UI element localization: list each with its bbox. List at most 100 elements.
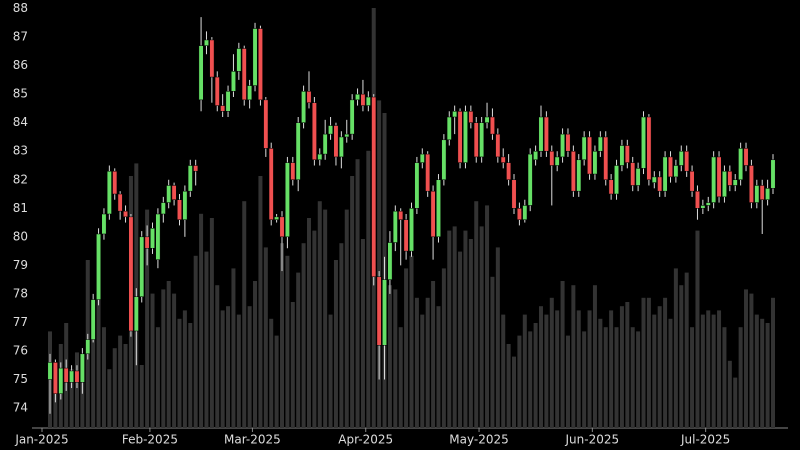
candle-body: [522, 205, 528, 220]
candle-body: [500, 156, 506, 163]
volume-bar: [123, 344, 128, 428]
volume-bar: [118, 335, 123, 428]
candle-body: [457, 111, 463, 163]
volume-bar: [598, 318, 603, 428]
volume-bar: [139, 365, 144, 428]
volume-bar: [760, 318, 765, 428]
volume-bar: [619, 306, 624, 428]
volume-bar: [285, 255, 290, 428]
candle-body: [128, 216, 134, 332]
candle-body: [79, 353, 85, 383]
candle-body: [495, 133, 501, 158]
volume-bar: [565, 335, 570, 428]
volume-bar: [333, 260, 338, 428]
candle-body: [549, 150, 555, 166]
volume-bar: [506, 344, 511, 428]
volume-bar: [193, 255, 198, 428]
volume-bar: [242, 201, 247, 428]
candle-body: [748, 165, 754, 203]
volume-bar: [528, 331, 533, 428]
candle-body: [614, 165, 619, 195]
volume-bar: [533, 323, 538, 428]
candle-body: [349, 99, 355, 135]
candle-body: [576, 159, 582, 192]
volume-bar: [549, 297, 554, 428]
candle-body: [106, 170, 112, 215]
volume-bar: [738, 327, 743, 428]
candle-body: [160, 202, 166, 215]
volume-bar: [404, 268, 409, 428]
candle-body: [295, 122, 301, 181]
volume-bar: [414, 297, 419, 428]
candle-body: [123, 210, 128, 218]
volume-bar: [501, 314, 506, 428]
candle-body: [204, 39, 209, 46]
candle-body: [63, 367, 69, 383]
volume-bar: [360, 239, 365, 428]
candle-body: [355, 93, 360, 101]
volume-bar: [538, 306, 543, 428]
volume-bar: [560, 281, 565, 428]
candle-body: [333, 125, 339, 158]
y-tick-label: 85: [13, 87, 28, 101]
volume-bar: [749, 293, 754, 428]
candle-body: [516, 208, 522, 220]
volume-bar: [145, 209, 150, 428]
y-tick-label: 82: [13, 172, 28, 186]
candle-body: [328, 125, 334, 135]
volume-bar: [155, 327, 160, 428]
volume-bar: [733, 377, 738, 428]
candle-body: [484, 116, 490, 123]
candle-body: [738, 148, 744, 181]
x-tick-label: Jan-2025: [14, 433, 68, 447]
candle-body: [117, 193, 123, 212]
candle-body: [392, 210, 398, 243]
volume-bar: [328, 314, 333, 428]
candle-body: [673, 165, 679, 178]
volume-bar: [150, 293, 155, 428]
y-tick-label: 86: [13, 58, 28, 72]
candle-body: [668, 156, 673, 178]
candle-body: [376, 276, 382, 346]
candle-body: [705, 202, 711, 206]
candle-body: [236, 48, 242, 72]
candle-body: [624, 145, 630, 163]
candle-body: [252, 28, 258, 86]
volume-bar: [398, 327, 403, 428]
volume-bar: [727, 360, 732, 428]
candle-body: [425, 153, 431, 192]
candle-body: [689, 170, 695, 192]
x-tick-label: Jun-2025: [565, 433, 620, 447]
candle-body: [171, 185, 177, 200]
candle-body: [765, 188, 771, 200]
candle-body: [268, 148, 274, 220]
candle-body: [274, 216, 280, 220]
candle-body: [144, 236, 150, 249]
volume-bar: [296, 272, 301, 428]
volume-bar: [301, 243, 306, 428]
volume-bar: [744, 289, 749, 428]
volume-bar: [684, 272, 689, 428]
volume-bar: [646, 297, 651, 428]
x-tick-label: Mar-2025: [224, 433, 281, 447]
volume-bar: [452, 226, 457, 428]
candle-body: [177, 199, 182, 220]
candle-body: [365, 96, 371, 106]
candle-body: [506, 162, 512, 181]
x-tick-label: Apr-2025: [338, 433, 393, 447]
candle-body: [230, 71, 236, 92]
candle-body: [489, 116, 495, 135]
candle-body: [695, 190, 700, 209]
candle-body: [441, 139, 447, 181]
volume-bar: [479, 226, 484, 428]
volume-bar: [690, 327, 695, 428]
y-tick-label: 74: [13, 401, 28, 415]
volume-bar: [668, 318, 673, 428]
candle-body: [214, 76, 220, 106]
candle-body: [479, 122, 485, 158]
volume-bar: [74, 352, 79, 428]
y-tick-label: 76: [13, 343, 28, 357]
volume-bar: [101, 327, 106, 428]
candle-body: [382, 279, 387, 346]
volume-bar: [641, 297, 646, 428]
